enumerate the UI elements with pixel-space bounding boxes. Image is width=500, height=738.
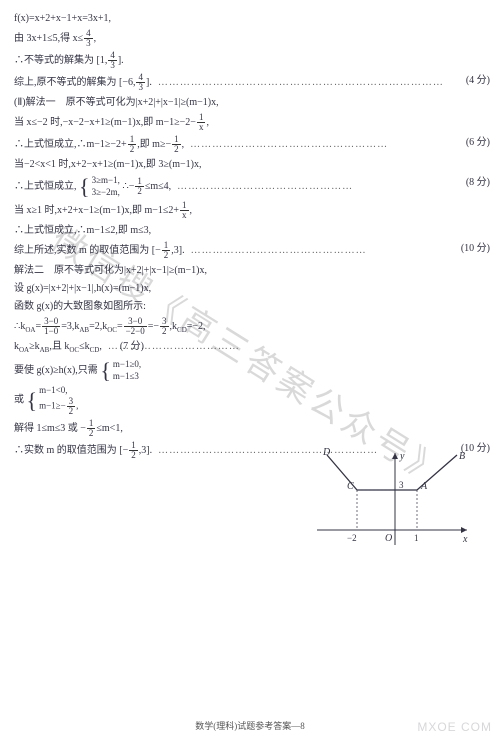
line-11: ∴上式恒成立,∴m−1≤2,即 m≤3, xyxy=(14,223,486,238)
brace-content: 3≥m−1,3≥−2m, xyxy=(92,175,120,198)
line-12: 综上所述,实数 m 的取值范围为 [−12,3]. ……………………………………… xyxy=(14,241,486,260)
fraction: 43 xyxy=(84,29,93,48)
fraction: 12 xyxy=(135,177,144,196)
line-20: 解得 1≤m≤3 或 −12≤m<1, xyxy=(14,419,486,438)
label-A: A xyxy=(420,481,428,492)
fraction: 12 xyxy=(129,441,138,460)
label-y: y xyxy=(399,451,405,462)
line-3: ∴不等式的解集为 [1,43]. xyxy=(14,51,486,70)
text: f(x)=x+2+x−1+x=3x+1, xyxy=(14,13,111,24)
text: ∴上式恒成立,∴m−1≤2,即 m≤3, xyxy=(14,225,151,236)
points-8: (8 分) xyxy=(466,175,490,190)
line-8: 当−2<x<1 时,x+2−x+1≥(m−1)x,即 3≥(m−1)x, xyxy=(14,157,486,172)
text: ∴上式恒成立,∴m−1≥−2+ xyxy=(14,139,127,150)
label-D: D xyxy=(322,447,331,458)
text: 或 xyxy=(14,395,24,406)
text: ∴− xyxy=(122,181,134,192)
brace-icon: { xyxy=(79,180,90,193)
brace-content: m−1<0,m−1≥−32, xyxy=(39,385,78,416)
points-4: (4 分) xyxy=(466,73,490,88)
line-19: 或 {m−1<0,m−1≥−32, xyxy=(14,385,486,416)
dots: …………………………………………………………………… xyxy=(154,77,444,88)
brace-icon: { xyxy=(27,394,38,407)
text: ∴上式恒成立, xyxy=(14,181,77,192)
text: −6, xyxy=(122,77,135,88)
fraction: 12 xyxy=(128,135,137,154)
brace-icon: { xyxy=(100,364,111,377)
fraction: 12 xyxy=(172,135,181,154)
line-7: ∴上式恒成立,∴m−1≥−2+12,即 m≥−12, …………………………………… xyxy=(14,135,486,154)
fraction: 12 xyxy=(162,241,171,260)
line-18: 要使 g(x)≥h(x),只需 {m−1≥0,m−1≤3 xyxy=(14,359,486,382)
points-6: (6 分) xyxy=(466,135,490,150)
text: 要使 g(x)≥h(x),只需 xyxy=(14,365,98,376)
text: 1, xyxy=(100,55,108,66)
label-B: B xyxy=(459,451,465,462)
text: 当 x≥1 时,x+2+x−1≥(m−1)x,即 m−1≤2+ xyxy=(14,205,179,216)
line-10: 当 x≥1 时,x+2+x−1≥(m−1)x,即 m−1≤2+1x, xyxy=(14,201,486,220)
fraction: 43 xyxy=(136,73,145,92)
dots: ………………………………………… xyxy=(174,181,354,192)
line-14: 设 g(x)=|x+2|+|x−1|,h(x)=(m−1)x, xyxy=(14,281,486,296)
text: 函数 g(x)的大致图象如图所示: xyxy=(14,301,146,312)
y-arrow-icon xyxy=(392,453,398,459)
line-5: (Ⅱ)解法一 原不等式可化为|x+2|+|x−1|≥(m−1)x, xyxy=(14,95,486,110)
fraction: 32 xyxy=(67,397,76,416)
text: − xyxy=(155,245,161,256)
text: 解法二 原不等式可化为|x+2|+|x−1|≥(m−1)x, xyxy=(14,265,207,276)
line-2: 由 3x+1≤5,得 x≤43, xyxy=(14,29,486,48)
fraction: 1x xyxy=(180,201,189,220)
brace-content: m−1≥0,m−1≤3 xyxy=(113,359,141,382)
fraction: 12 xyxy=(87,419,96,438)
dots: ……………………………………………… xyxy=(187,139,389,150)
function-graph: D C A B O y x −2 1 3 xyxy=(317,445,472,560)
line-13: 解法二 原不等式可化为|x+2|+|x−1|≥(m−1)x, xyxy=(14,263,486,278)
points-7: (7 分) xyxy=(120,339,144,354)
text: 当 x≤−2 时,−x−2−x+1≥(m−1)x,即 m−1≥−2− xyxy=(14,117,196,128)
label-neg2: −2 xyxy=(347,533,357,543)
text: 解得 1≤m≤3 或 − xyxy=(14,423,86,434)
fraction: 32 xyxy=(160,317,169,336)
text: ∴不等式的解集为 xyxy=(14,55,94,66)
text: ,3 xyxy=(171,245,179,256)
x-arrow-icon xyxy=(461,527,467,533)
points-10: (10 分) xyxy=(461,241,490,256)
line-15: 函数 g(x)的大致图象如图所示: xyxy=(14,299,486,314)
label-x: x xyxy=(462,534,468,545)
label-1: 1 xyxy=(414,533,419,543)
text: 设 g(x)=|x+2|+|x−1|,h(x)=(m−1)x, xyxy=(14,283,151,294)
text: 综上,原不等式的解集为 xyxy=(14,77,117,88)
text: 综上所述,实数 m 的取值范围为 xyxy=(14,245,149,256)
line-9: ∴上式恒成立, {3≥m−1,3≥−2m, ∴−12≤m≤4, ……………………… xyxy=(14,175,486,198)
bottom-watermark: MXOE COM xyxy=(417,720,492,734)
line-17: kOA≥kAB,且 kOC≤kCD, ……………………………… (7 分) xyxy=(14,339,314,356)
text: 当−2<x<1 时,x+2−x+1≥(m−1)x,即 3≥(m−1)x, xyxy=(14,159,201,170)
text: ≤m≤4, xyxy=(145,181,171,192)
text: ,3 xyxy=(139,445,147,456)
fraction: 43 xyxy=(108,51,117,70)
label-3: 3 xyxy=(399,480,404,490)
text: (Ⅱ)解法一 原不等式可化为|x+2|+|x−1|≥(m−1)x, xyxy=(14,97,219,108)
line-4: 综上,原不等式的解集为 [−6,43]. …………………………………………………… xyxy=(14,73,486,92)
text: ∴实数 m 的取值范围为 xyxy=(14,445,117,456)
text: ≤m<1, xyxy=(96,423,122,434)
text: ,即 m≥− xyxy=(137,139,171,150)
fraction: 1x xyxy=(197,113,206,132)
label-O: O xyxy=(385,533,392,544)
line-16: ∴kOA=3−01−0=3,kAB=2,kOC=3−0−2−0=−32,kCD=… xyxy=(14,317,314,336)
line-1: f(x)=x+2+x−1+x=3x+1, xyxy=(14,11,486,26)
fraction: 3−01−0 xyxy=(42,317,60,336)
graph-svg: D C A B O y x −2 1 3 xyxy=(317,445,472,560)
fraction: 3−0−2−0 xyxy=(124,317,147,336)
text: 由 3x+1≤5,得 x≤ xyxy=(14,33,83,44)
line-6: 当 x≤−2 时,−x−2−x+1≥(m−1)x,即 m−1≥−2−1x, xyxy=(14,113,486,132)
dots: ………………………………………… xyxy=(187,245,367,256)
label-C: C xyxy=(347,481,354,492)
